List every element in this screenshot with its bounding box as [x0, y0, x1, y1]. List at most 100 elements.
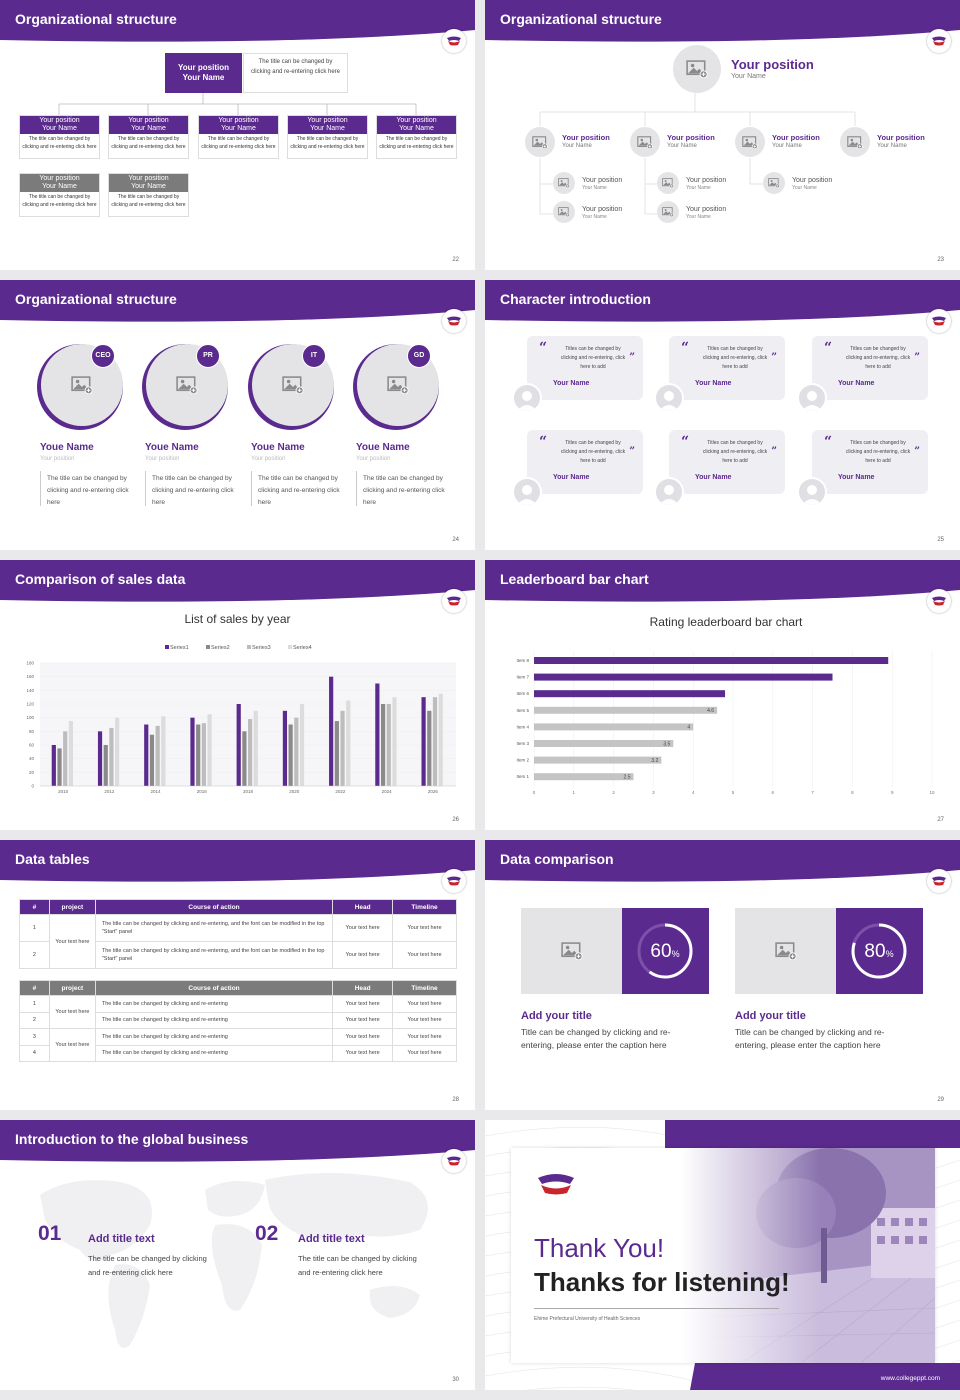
cell-timeline: Your text here [392, 914, 457, 942]
close-quote-icon: ” [629, 352, 635, 363]
slide-5[interactable]: Comparison of sales data 26 List of sales … [0, 560, 475, 830]
open-quote-icon: “ [824, 340, 833, 356]
slide-title: Introduction to the global business [15, 1131, 249, 1147]
sub-name: Your Name [686, 185, 711, 191]
x-tick-label: 1 [573, 790, 576, 795]
cell-head: Your text here [332, 995, 394, 1013]
sub-name: Your Name [686, 214, 711, 220]
org-box-grey: Your position Your Name The title can be c… [108, 173, 189, 217]
x-tick-label: 4 [692, 790, 695, 795]
slide-3[interactable]: Organizational structure 24 CEO Youe Name Yo… [0, 280, 475, 550]
sales-bar-chart: 0 20 40 60 80 100 120 140 160 180 2010 2012 2014 2016… [26, 645, 456, 794]
slide-header: Character introduction [485, 280, 960, 326]
bar [340, 710, 345, 786]
y-tick-label: Item 2 [516, 758, 529, 763]
avatar-icon [512, 383, 542, 413]
university-logo [442, 589, 466, 613]
page-number: 26 [452, 817, 459, 823]
org-top-note: The title can be changed by clicking and… [243, 53, 348, 93]
y-tick-label: 140 [26, 688, 34, 693]
table-row: 4 The title can be changed by clicking an… [19, 1044, 457, 1062]
col-action: Course of action [94, 899, 334, 915]
slide-title: Character introduction [500, 291, 651, 307]
org-note: The title can be changed by clicking and… [290, 136, 365, 150]
org-position: Your position [307, 117, 348, 124]
quote-text: Titles can be changed by clicking and re… [845, 440, 911, 464]
university-logo [927, 589, 951, 613]
member-divider [40, 471, 41, 506]
slide-8[interactable]: Data comparison 29 60% Add your title Title … [485, 840, 960, 1110]
y-tick-label: 80 [29, 729, 35, 734]
close-quote-icon: ” [629, 446, 635, 457]
close-quote-icon: ” [914, 446, 920, 457]
org-position: Your position [39, 117, 80, 124]
org-note: The title can be changed by clicking and… [201, 136, 276, 150]
x-tick-label: 2022 [335, 789, 346, 794]
data-table-1: # project Course of action Head Timeline 1 You… [19, 899, 457, 969]
org-position: Your position [396, 117, 437, 124]
cell-head: Your text here [332, 1028, 394, 1046]
character-name: Your Name [695, 380, 732, 387]
x-tick-label: 2018 [243, 789, 254, 794]
page-number: 23 [937, 257, 944, 263]
bar [282, 710, 288, 786]
slide-4[interactable]: Character introduction 25 “” Titles can be … [485, 280, 960, 550]
close-quote-icon: ” [914, 352, 920, 363]
bar [534, 756, 662, 764]
y-tick-label: 120 [26, 702, 34, 707]
member-name: Your Name [877, 143, 907, 149]
y-tick-label: 20 [29, 770, 35, 775]
quote-text: Titles can be changed by clicking and re… [560, 346, 626, 370]
member-name: Your Name [562, 143, 592, 149]
y-tick-label: Item 7 [516, 675, 529, 680]
page-number: 25 [937, 537, 944, 543]
slide-9[interactable]: Introduction to the global business 30 01 A… [0, 1120, 475, 1390]
x-tick-label: 6 [772, 790, 775, 795]
slide-title: Data comparison [500, 851, 614, 867]
bar [207, 714, 212, 786]
cell-timeline: Your text here [392, 995, 457, 1013]
bar [386, 704, 391, 786]
x-tick-label: 2020 [289, 789, 300, 794]
percent-unit: % [671, 949, 680, 959]
quote-text: Titles can be changed by clicking and re… [560, 440, 626, 464]
data-label: 4.6 [707, 708, 714, 714]
org-note: The title can be changed by clicking and… [379, 136, 454, 150]
top-photo-placeholder [673, 45, 721, 93]
bar [346, 700, 351, 786]
slide-10[interactable]: Thank You! Thanks for listening! Ehime Pre… [485, 1120, 960, 1390]
table-row: 3 Your text here The title can be changed … [19, 1028, 457, 1062]
cell-action: The title can be changed by clicking and… [94, 1011, 334, 1029]
bar [63, 731, 68, 786]
slide-1[interactable]: Organizational structure 22 Your position Y… [0, 0, 475, 270]
slide-7[interactable]: Data tables 28 # project Course of action Hea… [0, 840, 475, 1110]
org-name: Your Name [310, 125, 345, 132]
org-box: Your position Your Name The title can be c… [19, 115, 100, 159]
bar [155, 725, 160, 786]
avatar-icon [654, 383, 684, 413]
cell-timeline: Your text here [392, 1044, 457, 1062]
cell-num: 2 [19, 941, 50, 969]
website-url[interactable]: www.collegeppt.com [880, 1375, 940, 1382]
small-photo-placeholder [657, 172, 679, 194]
col-num: # [19, 899, 50, 915]
member-name: Your Name [772, 143, 802, 149]
quote-text: Titles can be changed by clicking and re… [845, 346, 911, 370]
small-photo-placeholder [553, 201, 575, 223]
org-name: Your Name [399, 125, 434, 132]
bar [534, 690, 726, 698]
member-position: Your position [356, 456, 391, 462]
bar [196, 724, 201, 786]
x-tick-label: 2014 [151, 789, 162, 794]
table-row: 1 Your text here The title can be changed … [19, 914, 457, 969]
slide-6[interactable]: Leaderboard bar chart 27 Rating leaderboar… [485, 560, 960, 830]
slide-2[interactable]: Organizational structure 23 Your position Y… [485, 0, 960, 270]
slide-title: Organizational structure [500, 11, 662, 27]
photo-placeholder [735, 127, 765, 157]
quote-card: “ ” Titles can be changed by clicking and … [669, 430, 785, 494]
bar [97, 731, 103, 786]
closing-card: Thank You! Thanks for listening! Ehime Pre… [511, 1148, 935, 1363]
col-project: project [48, 899, 96, 915]
slide-header: Comparison of sales data [0, 560, 475, 606]
x-tick-label: 2016 [197, 789, 208, 794]
